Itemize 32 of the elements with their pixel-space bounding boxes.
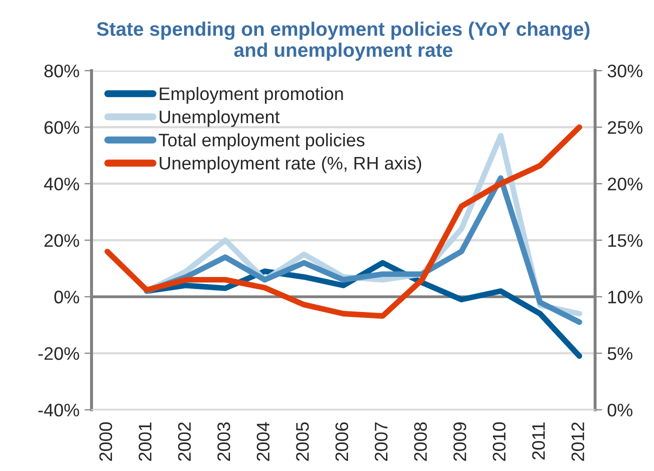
x-tick-label: 2001: [138, 422, 152, 461]
x-tick-label: 2000: [99, 422, 112, 461]
x-tick-label: 2011: [532, 422, 545, 460]
y-tick-label: -40%: [38, 404, 80, 416]
x-tick-label: 2009: [453, 422, 466, 461]
y2-tick-label: 0%: [608, 404, 632, 416]
legend-label: Employment promotion: [160, 86, 343, 104]
y2-tick-label: 10%: [608, 290, 642, 304]
x-tick-label: 2002: [178, 422, 191, 461]
y2-tick-label: 20%: [608, 178, 642, 190]
x-tick-label: 2010: [492, 422, 506, 461]
x-tick-label: 2003: [217, 422, 230, 461]
chart-title: State spending on employment policies (YoY change) and unemployment rate: [96, 22, 590, 61]
y2-tick-label: 15%: [608, 234, 642, 247]
x-tick-label: 2007: [374, 422, 388, 461]
x-tick-label: 2006: [335, 422, 348, 461]
legend-label: Total employment policies: [158, 133, 364, 150]
x-tick-label: 2004: [256, 422, 270, 461]
x-tick-label: 2008: [414, 422, 427, 461]
y-tick-label: 0%: [54, 290, 80, 304]
y2-tick-label: 25%: [608, 121, 642, 134]
y-tick-label: 40%: [44, 178, 80, 190]
legend-label: Unemployment rate (%, RH axis): [160, 156, 422, 174]
x-tick-label: 2005: [296, 422, 309, 461]
y-tick-label: 20%: [44, 234, 80, 247]
y-tick-label: 60%: [44, 121, 80, 134]
x-tick-label: 2012: [571, 422, 584, 461]
legend-label: Unemployment: [160, 110, 280, 127]
y-tick-label: -20%: [38, 347, 80, 360]
y2-tick-label: 30%: [608, 64, 642, 78]
y2-tick-label: 5%: [608, 347, 632, 360]
y-tick-label: 80%: [44, 64, 80, 78]
